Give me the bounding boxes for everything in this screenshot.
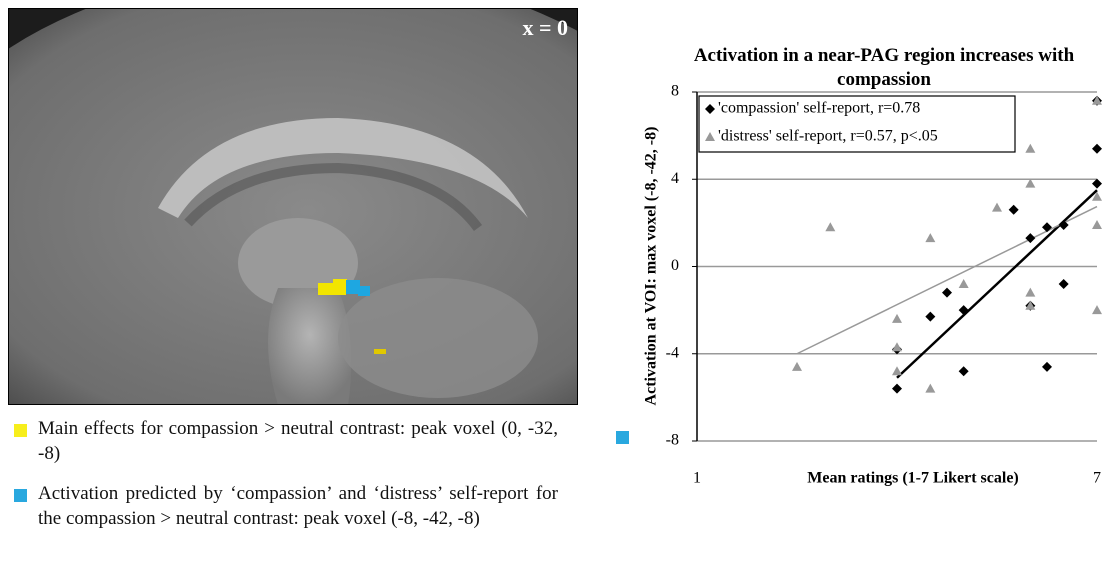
point [1092,220,1102,229]
caption: Main effects for compassion > neutral co… [38,416,558,466]
y-tick-label: -8 [666,432,679,449]
point [1025,144,1035,153]
point [892,384,902,394]
point [825,222,835,231]
point [1042,362,1052,372]
x-tick-label: 7 [1093,470,1101,487]
point [792,362,802,371]
point [1059,279,1069,289]
point [1092,179,1102,189]
point [959,279,969,288]
point [892,366,902,375]
page: x = 0 Main effects for compassion > neut… [0,0,1108,565]
point [1092,305,1102,314]
caption: Activation predicted by ‘compassion’ and… [38,481,558,531]
y-tick-label: 8 [671,83,679,100]
legend-label: 'distress' self-report, r=0.57, p<.05 [718,128,938,145]
point [892,342,902,351]
x-tick-label: 1 [693,470,701,487]
point [925,384,935,393]
legend-label: 'compassion' self-report, r=0.78 [718,100,920,117]
y-axis-label: Activation at VOI: max voxel (-8, -42, -… [643,127,660,406]
point [925,312,935,322]
slice-label: x = 0 [522,15,568,40]
point [925,233,935,242]
point [1042,222,1052,232]
chart: -8 -4 0 4 8 1 7 Mean ratings (1-7 Likert scale)… [600,0,1108,565]
legend-swatch [14,424,27,437]
legend-swatch [14,489,27,502]
point [992,203,1002,212]
point [959,366,969,376]
stray-swatch [616,431,629,444]
point [942,288,952,298]
y-tick-label: 0 [671,257,679,274]
y-tick-label: -4 [666,344,679,361]
point [892,314,902,323]
x-axis-label: Mean ratings (1-7 Likert scale) [807,470,1019,487]
point [1025,288,1035,297]
point [1009,205,1019,215]
point [1092,144,1102,154]
brain-image: x = 0 [8,8,578,405]
y-tick-label: 4 [671,170,679,187]
